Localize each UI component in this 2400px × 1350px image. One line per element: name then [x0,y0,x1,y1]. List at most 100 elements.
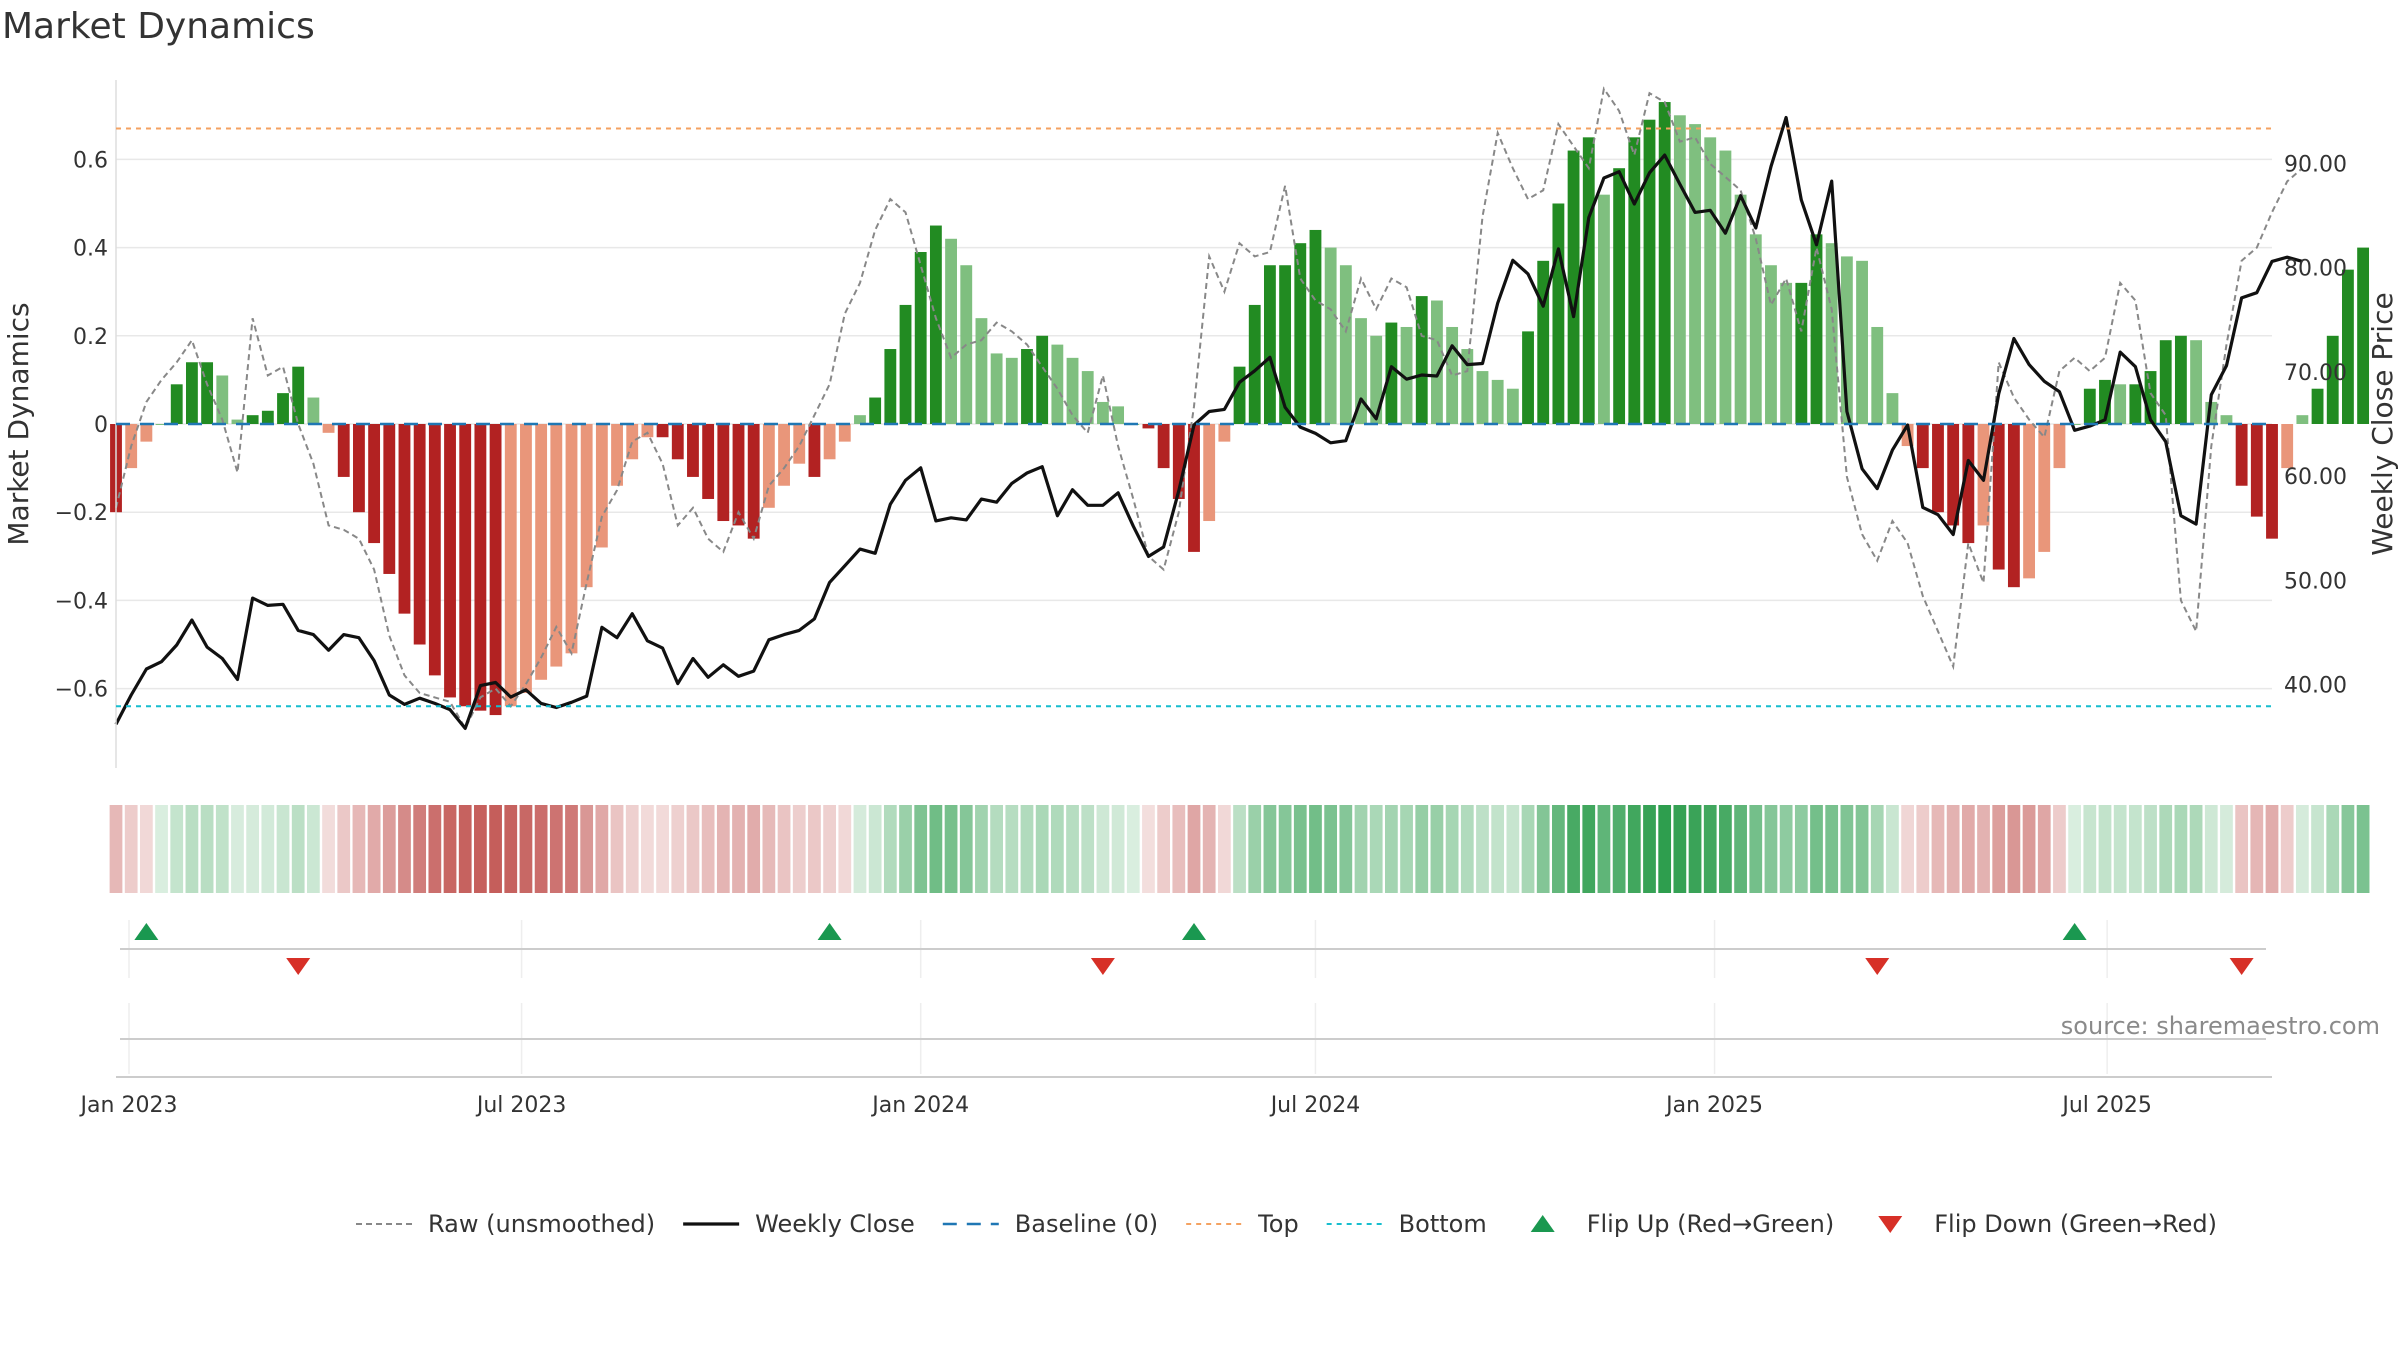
heat-cell [716,805,730,893]
md-bar [808,424,821,477]
flip-up-marker [817,923,842,940]
md-bar [611,424,623,486]
heat-cell [1840,805,1854,893]
y-left-tick-label: −0.4 [55,589,108,614]
md-bar [261,410,274,424]
md-bar [1567,150,1580,425]
heat-cell [1354,805,1368,893]
md-bar [1780,282,1793,424]
flip-down-marker [286,958,311,975]
heat-cell [215,805,229,893]
flip-down-marker [1865,958,1890,975]
heat-cell [246,805,260,893]
legend-label: Flip Up (Red→Green) [1587,1210,1835,1238]
md-bar [353,424,365,513]
heat-cell [656,805,669,893]
heat-cell [2280,805,2294,893]
md-bar [1415,296,1428,424]
y-right-tick-label: 80.00 [2284,257,2347,282]
heat-cell [458,805,472,893]
heat-cell [261,805,275,893]
heat-cell [883,805,897,893]
heat-cell [868,805,882,893]
md-bar [1962,424,1975,544]
md-bar [1582,137,1595,425]
heat-cell [2128,805,2142,893]
md-bar [1142,424,1155,429]
heat-cell [1172,805,1186,893]
md-bar [1385,322,1398,424]
heat-cell [2250,805,2264,893]
heat-cell [109,805,123,893]
heat-cell [1506,805,1520,893]
legend-item-bottom: Bottom [1326,1210,1487,1238]
heat-cell [276,805,290,893]
md-bar [1021,349,1033,424]
md-bar [520,424,532,694]
md-bar [2159,340,2172,424]
md-bar [1112,406,1125,424]
heat-cell [853,805,867,893]
close-series [114,115,2303,731]
md-bar [1537,260,1550,424]
heat-cell [732,805,745,893]
heat-cell [1536,805,1550,893]
heat-cell [2113,805,2127,893]
y-right-tick-label: 40.00 [2284,674,2347,699]
md-bar [671,424,684,460]
heat-cell [1627,805,1641,893]
md-bar [1370,335,1383,424]
heat-cell [2068,805,2081,893]
chart-title: Market Dynamics [2,6,315,47]
y-left-tick-label: 0 [94,413,108,438]
legend-item-close: Weekly Close [683,1210,915,1238]
heat-cell [2326,805,2340,893]
heat-cell [1081,805,1095,893]
heat-cell [382,805,396,893]
md-bar [914,252,927,424]
y-left-axis-title: Market Dynamics [2,302,35,545]
heat-cell [1552,805,1565,893]
md-bar [1734,194,1747,424]
md-bar [717,424,730,522]
heat-cell [170,805,184,893]
md-bar [1795,282,1808,424]
md-bar [1628,137,1641,425]
x-tick-label: Jan 2023 [79,1093,178,1118]
md-bar [170,384,183,424]
md-bar [2235,424,2248,486]
md-bar [216,375,229,424]
y-right-tick-label: 90.00 [2284,152,2347,177]
md-bar [1294,243,1307,424]
md-bar [1066,357,1079,424]
heat-cell [1460,805,1474,893]
md-bar [1856,260,1868,424]
md-bar [990,353,1003,424]
md-bar [1355,318,1367,424]
heat-cell [686,805,700,893]
heat-cell [2265,805,2279,893]
legend-item-top: Top [1186,1210,1299,1238]
heat-cell [1050,805,1064,893]
heat-cell [367,805,381,893]
heat-cell [413,805,427,893]
heat-cell [1612,805,1626,893]
md-bar [1096,401,1109,424]
heat-cell [1202,805,1216,893]
md-bar [2129,384,2142,424]
heat-cell [1233,805,1246,893]
heat-cell [808,805,821,893]
heat-cell [124,805,138,893]
heat-cell [777,805,791,893]
flip-up-marker [1182,923,1206,940]
legend-label: Flip Down (Green→Red) [1934,1210,2217,1238]
md-bar [2083,388,2096,424]
heat-cell [929,805,943,893]
heat-cell [580,805,594,893]
heat-cell [1931,805,1945,893]
flip-markers: Jan 2023 Jul 2023 Jan 2024 Jul 2024 Jan 2025… [79,920,2272,1118]
y-left-tick-label: −0.2 [55,501,108,526]
heat-cell [2037,805,2051,893]
md-bar [2250,424,2263,517]
raw-line [115,86,2304,731]
